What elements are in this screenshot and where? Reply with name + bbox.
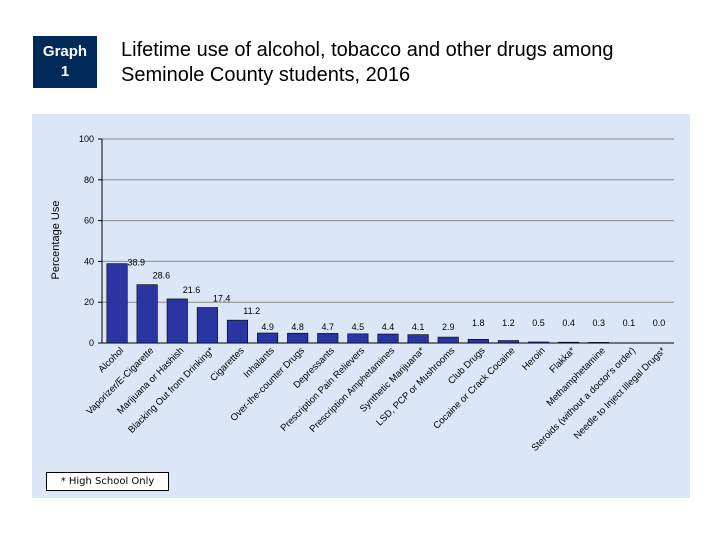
footnote: * High School Only <box>46 472 169 491</box>
y-tick-label: 80 <box>84 175 94 185</box>
data-label: 0.4 <box>562 318 575 328</box>
bar <box>317 333 339 344</box>
y-tick-label: 100 <box>79 134 94 144</box>
bar <box>226 319 249 344</box>
bar <box>588 342 610 344</box>
data-label: 0.5 <box>532 318 545 328</box>
bar <box>558 341 580 344</box>
y-tick-label: 20 <box>84 297 94 307</box>
category-label: Alcohol <box>96 345 126 375</box>
badge-label: Graph <box>42 43 88 60</box>
bar <box>467 339 489 344</box>
y-tick-label: 40 <box>84 256 94 266</box>
data-label: 4.8 <box>291 322 304 332</box>
data-label: 2.9 <box>442 322 455 332</box>
data-label: 17.4 <box>213 294 231 304</box>
data-label: 4.7 <box>322 322 335 332</box>
bar <box>437 336 459 344</box>
data-label: 11.2 <box>243 306 260 316</box>
bar <box>347 333 369 344</box>
y-tick-label: 0 <box>89 338 94 348</box>
badge-number: 1 <box>60 63 70 80</box>
bar <box>377 333 399 344</box>
data-label: 38.9 <box>128 258 146 268</box>
bar <box>407 334 429 344</box>
bar-chart: 0 20 40 60 80 100 Percentage Use 38.9 Alcohol 28.… <box>50 134 674 454</box>
bar <box>136 284 158 344</box>
y-axis-title: Percentage Use <box>50 201 62 280</box>
data-label: 4.1 <box>412 322 425 332</box>
data-label: 4.9 <box>261 322 274 332</box>
bar <box>527 341 550 344</box>
data-label: 0.1 <box>623 318 636 328</box>
title-line-2: Seminole County students, 2016 <box>121 64 411 86</box>
bar <box>106 263 128 344</box>
data-label: 1.8 <box>472 318 485 328</box>
bar <box>196 307 218 344</box>
data-label: 0.0 <box>653 318 666 328</box>
page-title: Lifetime use of alcohol, tobacco and oth… <box>121 38 681 88</box>
data-label: 1.2 <box>502 318 515 328</box>
y-tick-label: 60 <box>84 216 94 226</box>
chart-panel: 0 20 40 60 80 100 Percentage Use 38.9 Alcohol 28.… <box>32 114 690 498</box>
bar <box>257 332 279 344</box>
data-label: 21.6 <box>183 285 201 295</box>
data-label: 28.6 <box>153 271 171 281</box>
bar <box>166 298 188 344</box>
title-line-1: Lifetime use of alcohol, tobacco and oth… <box>121 39 614 61</box>
data-label: 4.4 <box>382 322 395 332</box>
category-label: Heroin <box>520 345 548 373</box>
bar <box>287 332 309 344</box>
bar <box>497 340 519 344</box>
data-label: 4.5 <box>352 322 365 332</box>
data-label: 0.3 <box>592 318 605 328</box>
graph-number-badge: Graph 1 <box>33 36 97 88</box>
